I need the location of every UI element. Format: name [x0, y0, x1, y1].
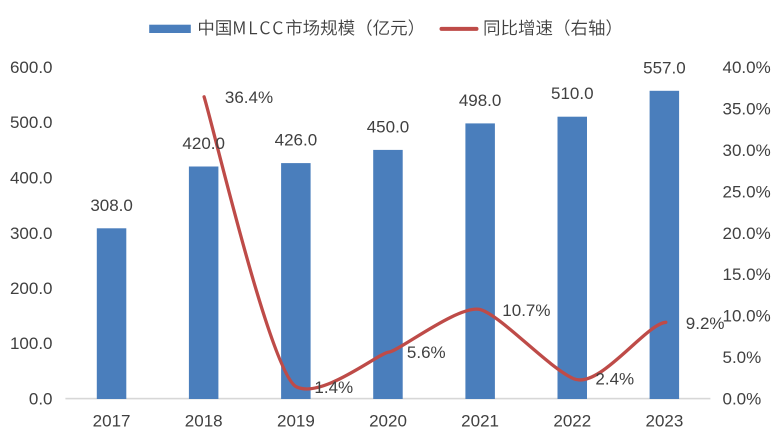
svg-text:420.0: 420.0 [182, 134, 225, 153]
svg-text:100.0: 100.0 [10, 334, 53, 353]
svg-text:0.0: 0.0 [29, 390, 53, 409]
svg-text:450.0: 450.0 [367, 117, 410, 136]
svg-text:557.0: 557.0 [643, 58, 686, 77]
svg-text:200.0: 200.0 [10, 279, 53, 298]
svg-text:0.0%: 0.0% [723, 390, 762, 409]
svg-text:2022: 2022 [553, 412, 591, 431]
svg-text:600.0: 600.0 [10, 58, 53, 77]
svg-text:2017: 2017 [93, 412, 131, 431]
svg-text:510.0: 510.0 [551, 84, 594, 103]
svg-text:10.7%: 10.7% [502, 301, 550, 320]
svg-text:35.0%: 35.0% [723, 99, 771, 118]
svg-text:30.0%: 30.0% [723, 141, 771, 160]
svg-text:500.0: 500.0 [10, 113, 53, 132]
svg-text:25.0%: 25.0% [723, 182, 771, 201]
svg-text:9.2%: 9.2% [686, 314, 725, 333]
svg-text:498.0: 498.0 [459, 91, 502, 110]
svg-text:2018: 2018 [185, 412, 223, 431]
svg-text:400.0: 400.0 [10, 169, 53, 188]
svg-text:2023: 2023 [645, 412, 683, 431]
svg-text:20.0%: 20.0% [723, 224, 771, 243]
svg-text:5.6%: 5.6% [407, 343, 446, 362]
svg-text:5.0%: 5.0% [723, 348, 762, 367]
svg-text:36.4%: 36.4% [225, 88, 273, 107]
svg-text:426.0: 426.0 [275, 131, 318, 150]
svg-text:2021: 2021 [461, 412, 499, 431]
svg-text:10.0%: 10.0% [723, 307, 771, 326]
svg-text:300.0: 300.0 [10, 224, 53, 243]
svg-text:308.0: 308.0 [90, 196, 133, 215]
svg-text:1.4%: 1.4% [314, 378, 353, 397]
svg-text:15.0%: 15.0% [723, 265, 771, 284]
svg-text:2019: 2019 [277, 412, 315, 431]
svg-text:2020: 2020 [369, 412, 407, 431]
svg-text:40.0%: 40.0% [723, 58, 771, 77]
svg-text:2.4%: 2.4% [595, 369, 634, 388]
